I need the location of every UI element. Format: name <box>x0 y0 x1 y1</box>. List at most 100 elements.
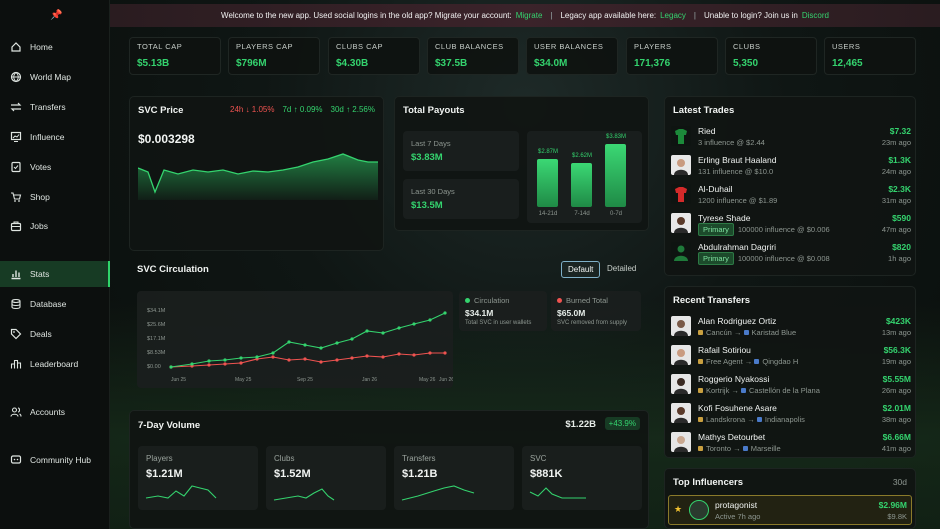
volume-box-value: $1.21B <box>402 468 438 480</box>
influencer-secondary: $9.8K <box>887 512 907 521</box>
circulation-point <box>365 329 369 333</box>
migrate-link[interactable]: Migrate <box>515 11 543 20</box>
last-30-days-label: Last 30 Days <box>411 187 455 196</box>
influencer-row[interactable]: ★ protagonist Active 7h ago $2.96M $9.8K <box>668 495 912 525</box>
stat-tile-players-cap: PLAYERS CAP $796M <box>228 37 320 75</box>
trade-row[interactable]: Ried 3 influence @ $2.44 $7.32 23m ago <box>669 123 915 151</box>
circulation-point <box>207 359 211 363</box>
circulation-line <box>170 312 446 368</box>
stat-label: PLAYERS <box>634 42 672 51</box>
trade-time: 31m ago <box>881 196 911 205</box>
trade-name: Abdulrahman Dagriri <box>698 242 776 252</box>
volume-box-value: $1.52M <box>274 468 311 480</box>
club-crest-icon <box>698 330 703 335</box>
circulation-point <box>169 365 173 369</box>
transfer-fee: $2.01M <box>882 403 911 413</box>
svc-circulation-panel: SVC Circulation Default Detailed $34.1M $… <box>129 255 649 395</box>
payout-bar-label: 14-21d <box>538 211 558 217</box>
trade-amount: $7.32 <box>889 126 911 136</box>
sidebar-item-jobs[interactable]: Jobs <box>0 213 110 239</box>
stat-label: USERS <box>832 42 861 51</box>
cart-icon <box>11 192 22 202</box>
svc-price-title: SVC Price <box>138 105 184 116</box>
sidebar-item-label: Home <box>30 42 53 52</box>
y-tick-label: $34.1M <box>147 308 166 314</box>
transfer-player-name: Rafail Sotiriou <box>698 345 751 355</box>
burned-legend-dot <box>557 298 562 303</box>
avatar <box>671 242 691 262</box>
total-payouts-panel: Total Payouts Last 7 Days $3.83M Last 30… <box>394 96 649 231</box>
burned-point <box>303 357 307 361</box>
trade-row[interactable]: Erling Braut Haaland 131 influence @ $10.… <box>669 152 915 180</box>
change-24h: 24h ↓ 1.05% <box>230 105 275 114</box>
last-7-days-value: $3.83M <box>411 152 443 163</box>
transfer-row[interactable]: Roggerio Nyakossi Kortrijk → Castellón de… <box>669 371 915 399</box>
arrow-right-icon: → <box>731 328 744 337</box>
trade-detail: 131 influence @ $10.0 <box>698 167 774 176</box>
transfer-to: Castellón de la Plana <box>749 386 820 395</box>
volume-box-players: Players $1.21M <box>138 446 258 510</box>
sidebar-item-stats[interactable]: Stats <box>0 261 110 287</box>
discord-link[interactable]: Discord <box>801 11 829 20</box>
sidebar-item-votes[interactable]: Votes <box>0 154 110 180</box>
volume-box-label: Transfers <box>402 454 436 463</box>
transfer-from: Kortrijk <box>706 386 730 395</box>
sidebar-item-leaderboard[interactable]: Leaderboard <box>0 351 110 377</box>
stat-value: 12,465 <box>832 58 863 69</box>
pin-icon[interactable]: 📌 <box>50 10 63 21</box>
influencer-activity: Active 7h ago <box>715 512 761 521</box>
burned-point <box>365 354 369 358</box>
y-tick-label: $0.00 <box>147 364 161 370</box>
y-tick-label: $25.6M <box>147 322 166 328</box>
transfer-row[interactable]: Mathys Detourbet Toronto → Marseille $6.66… <box>669 429 915 457</box>
volume-title: 7-Day Volume <box>138 420 201 431</box>
transfer-row[interactable]: Rafail Sotiriou Free Agent → Qingdao H $56… <box>669 342 915 370</box>
sidebar-item-world-map[interactable]: World Map <box>0 64 110 90</box>
transfer-row[interactable]: Alan Rodriguez Ortiz Cancún → Karistad Bl… <box>669 313 915 341</box>
sidebar-item-label: Deals <box>30 329 52 339</box>
sidebar-item-transfers[interactable]: Transfers <box>0 94 110 120</box>
avatar <box>671 374 691 394</box>
burned-point <box>335 358 339 362</box>
top-influencers-period[interactable]: 30d <box>892 477 907 487</box>
transfer-player-name: Roggerio Nyakossi <box>698 374 770 384</box>
trade-row[interactable]: Tyrese Shade Primary 100000 influence @ $0… <box>669 210 915 238</box>
sidebar-item-home[interactable]: Home <box>0 34 110 60</box>
transfer-fee: $56.3K <box>883 345 911 355</box>
circulation-point <box>350 337 354 341</box>
circulation-value: $34.1M <box>465 308 494 318</box>
sidebar-item-deals[interactable]: Deals <box>0 321 110 347</box>
latest-trades-panel: Latest Trades Ried 3 influence @ $2.44 $7.… <box>664 96 916 276</box>
club-crest-icon <box>698 446 703 451</box>
transfer-row[interactable]: Kofi Fosuhene Asare Landskrona → Indianap… <box>669 400 915 428</box>
accounts-icon <box>10 407 22 417</box>
x-tick-label: Jan 26 <box>362 377 377 383</box>
announcement-banner: Welcome to the new app. Used social logi… <box>110 4 940 27</box>
burned-line <box>170 352 445 368</box>
sidebar-item-community-hub[interactable]: Community Hub <box>0 447 110 473</box>
trade-detail: 3 influence @ $2.44 <box>698 138 765 147</box>
legacy-link[interactable]: Legacy <box>660 11 686 20</box>
avatar <box>671 345 691 365</box>
transfer-from: Toronto <box>706 444 732 453</box>
sidebar-item-shop[interactable]: Shop <box>0 184 110 210</box>
sidebar-item-accounts[interactable]: Accounts <box>0 399 110 425</box>
trade-row[interactable]: Al-Duhail 1200 influence @ $1.89 $2.3K 31m … <box>669 181 915 209</box>
detailed-toggle[interactable]: Detailed <box>607 264 637 273</box>
circulation-desc: Total SVC in user wallets <box>465 320 532 326</box>
burned-point <box>381 355 385 359</box>
sidebar-item-database[interactable]: Database <box>0 291 110 317</box>
last-30-days-value: $13.5M <box>411 200 443 211</box>
home-icon <box>11 42 21 52</box>
transfer-to: Marseille <box>750 444 781 453</box>
sidebar-item-influence[interactable]: Influence <box>0 124 110 150</box>
payout-bar-label: 7-14d <box>574 211 590 217</box>
club-crest-icon <box>742 446 748 451</box>
default-toggle[interactable]: Default <box>561 261 601 278</box>
volume-sparkline <box>529 487 586 499</box>
trade-time: 23m ago <box>881 138 911 147</box>
trade-row[interactable]: Abdulrahman Dagriri Primary 100000 influen… <box>669 239 915 267</box>
trade-name: Ried <box>698 126 716 136</box>
trade-time: 24m ago <box>881 167 911 176</box>
circulation-point <box>412 322 416 326</box>
